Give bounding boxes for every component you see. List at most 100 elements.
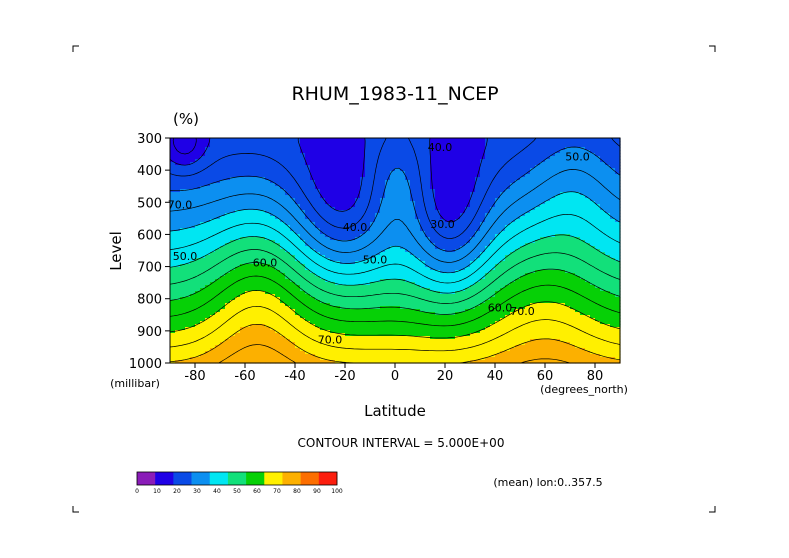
contour-fill-cell [225, 243, 231, 247]
contour-fill-cell [375, 192, 381, 196]
contour-fill-cell [385, 168, 391, 172]
contour-fill-cell [345, 156, 351, 160]
contour-fill-cell [540, 156, 546, 160]
contour-fill-cell [360, 282, 366, 286]
contour-fill-cell [245, 297, 251, 301]
contour-fill-cell [410, 225, 416, 229]
contour-fill-cell [390, 270, 396, 274]
contour-fill-cell [380, 186, 386, 190]
contour-fill-cell [560, 186, 566, 190]
contour-fill-cell [420, 249, 426, 253]
contour-fill-cell [200, 171, 206, 175]
contour-fill-cell [425, 246, 431, 250]
contour-fill-cell [575, 180, 581, 184]
contour-fill-cell [260, 204, 266, 208]
contour-fill-cell [285, 288, 291, 292]
contour-fill-cell [350, 210, 356, 214]
contour-fill-cell [410, 213, 416, 217]
contour-fill-cell [295, 198, 301, 202]
contour-fill-cell [505, 165, 511, 169]
contour-fill-cell [265, 147, 271, 151]
contour-fill-cell [435, 234, 441, 238]
contour-fill-cell [450, 186, 456, 190]
contour-fill-cell [460, 186, 466, 190]
contour-fill-cell [470, 237, 476, 241]
contour-fill-cell [260, 195, 266, 199]
contour-fill-cell [495, 264, 501, 268]
contour-fill-cell [460, 207, 466, 211]
contour-fill-cell [400, 150, 406, 154]
contour-fill-cell [530, 189, 536, 193]
contour-fill-cell [430, 204, 436, 208]
contour-fill-cell [445, 231, 451, 235]
contour-fill-cell [195, 198, 201, 202]
contour-fill-cell [195, 144, 201, 148]
contour-fill-cell [450, 267, 456, 271]
contour-fill-cell [305, 264, 311, 268]
contour-fill-cell [415, 270, 421, 274]
contour-fill-cell [340, 246, 346, 250]
contour-fill-cell [315, 252, 321, 256]
contour-fill-cell [570, 192, 576, 196]
contour-fill-cell [180, 276, 186, 280]
contour-fill-cell [430, 213, 436, 217]
contour-fill-cell [595, 246, 601, 250]
contour-fill-cell [445, 186, 451, 190]
contour-fill-cell [530, 141, 536, 145]
contour-fill-cell [455, 174, 461, 178]
contour-fill-cell [525, 285, 531, 289]
contour-fill-cell [310, 216, 316, 220]
contour-fill-cell [615, 201, 621, 205]
contour-fill-cell [450, 156, 456, 160]
contour-fill-cell [480, 186, 486, 190]
contour-fill-cell [225, 258, 231, 262]
contour-fill-cell [480, 243, 486, 247]
contour-fill-cell [255, 210, 261, 214]
contour-fill-cell [505, 159, 511, 163]
contour-fill-cell [220, 201, 226, 205]
contour-fill-cell [205, 267, 211, 271]
contour-fill-cell [295, 228, 301, 232]
contour-fill-cell [275, 192, 281, 196]
contour-fill-cell [475, 282, 481, 286]
contour-fill-cell [430, 153, 436, 157]
contour-fill-cell [375, 261, 381, 265]
contour-fill-cell [215, 258, 221, 262]
contour-fill-cell [595, 207, 601, 211]
contour-fill-cell [265, 237, 271, 241]
contour-fill-cell [345, 162, 351, 166]
contour-fill-cell [540, 171, 546, 175]
contour-fill-cell [455, 270, 461, 274]
contour-fill-cell [285, 201, 291, 205]
contour-fill-cell [520, 144, 526, 148]
contour-fill-cell [280, 276, 286, 280]
contour-fill-cell [360, 165, 366, 169]
contour-fill-cell [425, 267, 431, 271]
contour-fill-cell [245, 153, 251, 157]
contour-fill-cell [370, 261, 376, 265]
contour-fill-cell [315, 216, 321, 220]
contour-fill-cell [325, 150, 331, 154]
contour-fill-cell [535, 294, 541, 298]
contour-fill-cell [370, 246, 376, 250]
contour-fill-cell [480, 171, 486, 175]
contour-fill-cell [305, 288, 311, 292]
contour-fill-cell [515, 252, 521, 256]
contour-fill-cell [270, 141, 276, 145]
contour-fill-cell [460, 138, 466, 142]
contour-fill-cell [405, 183, 411, 187]
contour-fill-cell [260, 267, 266, 271]
contour-fill-cell [465, 174, 471, 178]
contour-fill-cell [255, 264, 261, 268]
contour-fill-cell [170, 210, 176, 214]
contour-fill-cell [610, 204, 616, 208]
contour-fill-cell [450, 231, 456, 235]
contour-fill-cell [240, 195, 246, 199]
contour-fill-cell [560, 180, 566, 184]
contour-fill-cell [320, 222, 326, 226]
contour-fill-cell [170, 279, 176, 283]
contour-fill-cell [570, 219, 576, 223]
contour-fill-cell [260, 213, 266, 217]
contour-fill-cell [565, 300, 571, 304]
contour-fill-cell [220, 234, 226, 238]
